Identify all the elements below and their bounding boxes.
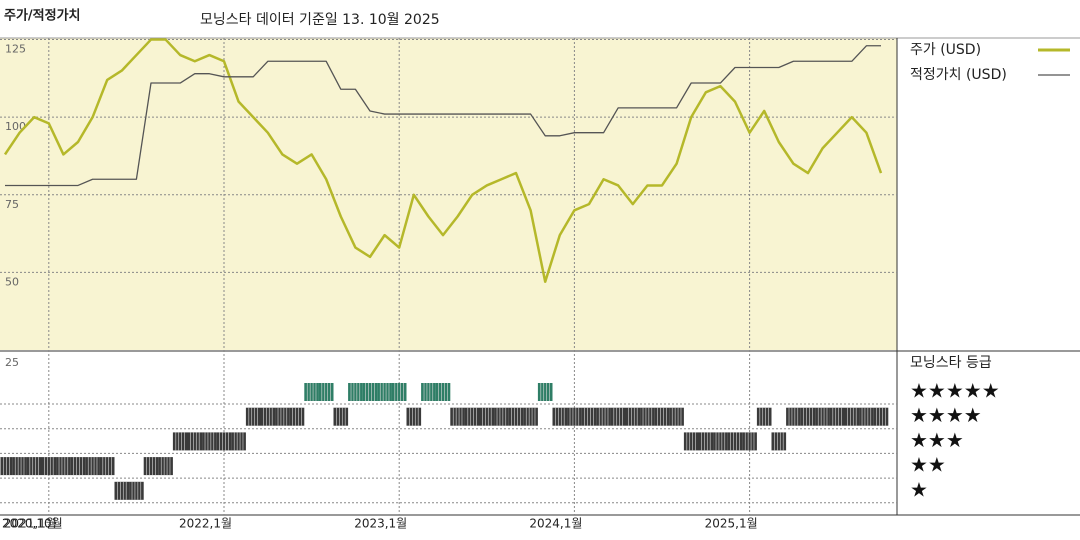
rating-bar: [683, 432, 699, 451]
x-tick-label: 2024,1월: [529, 517, 582, 531]
rating-legend-label: ★★: [910, 453, 946, 477]
rating-legend-label: ★: [910, 477, 928, 501]
legend-label: 적정가치 (USD): [910, 67, 1007, 83]
rating-bar: [158, 457, 173, 476]
rating-bar: [537, 383, 553, 401]
rating-bar: [494, 407, 509, 426]
rating-bar: [523, 407, 538, 426]
y-tick-label: 100: [5, 120, 26, 133]
legend-label: 주가 (USD): [910, 42, 981, 58]
rating-bar: [231, 432, 246, 451]
rating-bar: [202, 432, 217, 451]
rating-bar: [245, 407, 261, 426]
rating-bar: [333, 407, 349, 426]
rating-bar: [596, 407, 611, 426]
y-tick-label: 125: [5, 43, 26, 56]
rating-bar: [26, 457, 42, 476]
rating-bar: [129, 481, 144, 500]
rating-bar: [216, 432, 232, 451]
rating-bar: [85, 457, 100, 476]
rating-bar: [800, 407, 816, 426]
rating-bar: [348, 383, 363, 401]
rating-legend-label: ★★★★★: [910, 379, 1000, 403]
rating-bar: [873, 407, 889, 426]
rating-bar: [464, 407, 480, 426]
rating-bar: [289, 407, 305, 426]
rating-title: 모닝스타 등급: [910, 355, 992, 371]
rating-bar: [187, 432, 203, 451]
rating-bar: [362, 383, 378, 401]
rating-bar: [713, 432, 728, 451]
rating-bar: [771, 432, 787, 451]
rating-bar: [567, 407, 582, 426]
rating-axis-label: 25: [5, 356, 19, 369]
rating-bar: [756, 407, 772, 426]
rating-bar: [786, 407, 801, 426]
y-tick-label: 75: [5, 198, 19, 211]
rating-bar: [450, 407, 465, 426]
rating-bar: [727, 432, 743, 451]
rating-bar: [479, 407, 495, 426]
plot-lines: [3, 38, 883, 283]
series-line: [3, 38, 883, 283]
rating-bar: [698, 432, 714, 451]
rating-bar: [12, 457, 27, 476]
rating-bar: [143, 457, 159, 476]
rating-bar: [0, 457, 13, 476]
rating-bar: [172, 432, 188, 451]
plot-background: [0, 38, 897, 350]
x-tick-label: 2020,10월: [2, 517, 63, 531]
rating-bar: [391, 383, 407, 401]
chart-title: 주가/적정가치: [4, 8, 81, 24]
rating-bar: [275, 407, 290, 426]
rating-bar: [99, 457, 115, 476]
rating-bar: [625, 407, 641, 426]
rating-bar: [508, 407, 524, 426]
rating-bar: [669, 407, 684, 426]
rating-bar: [406, 407, 422, 426]
rating-bar: [70, 457, 86, 476]
rating-bar: [435, 383, 451, 401]
rating-bar: [742, 432, 757, 451]
x-tick-label: 2022,1월: [179, 517, 232, 531]
rating-bar: [654, 407, 670, 426]
series-line: [5, 45, 881, 187]
chart-subtitle: 모닝스타 데이터 기준일 13. 10월 2025: [200, 12, 440, 28]
rating-bar: [421, 383, 436, 401]
rating-bar: [318, 383, 334, 401]
rating-bar: [56, 457, 71, 476]
x-tick-label: 2021,1월: [4, 517, 57, 531]
rating-bar: [859, 407, 874, 426]
rating-bar: [581, 407, 597, 426]
rating-bar: [829, 407, 845, 426]
rating-bar: [304, 383, 319, 401]
rating-bar: [844, 407, 860, 426]
x-tick-label: 2023,1월: [354, 517, 407, 531]
rating-bar: [41, 457, 57, 476]
rating-bar: [260, 407, 276, 426]
rating-legend-label: ★★★★: [910, 403, 982, 427]
x-tick-label: 2025,1월: [705, 517, 758, 531]
rating-bar: [815, 407, 830, 426]
rating-bar: [610, 407, 626, 426]
rating-bar: [377, 383, 392, 401]
rating-bar: [552, 407, 568, 426]
rating-legend-label: ★★★: [910, 428, 964, 452]
rating-bar: [114, 481, 130, 500]
rating-bar: [640, 407, 655, 426]
y-tick-label: 50: [5, 275, 19, 288]
